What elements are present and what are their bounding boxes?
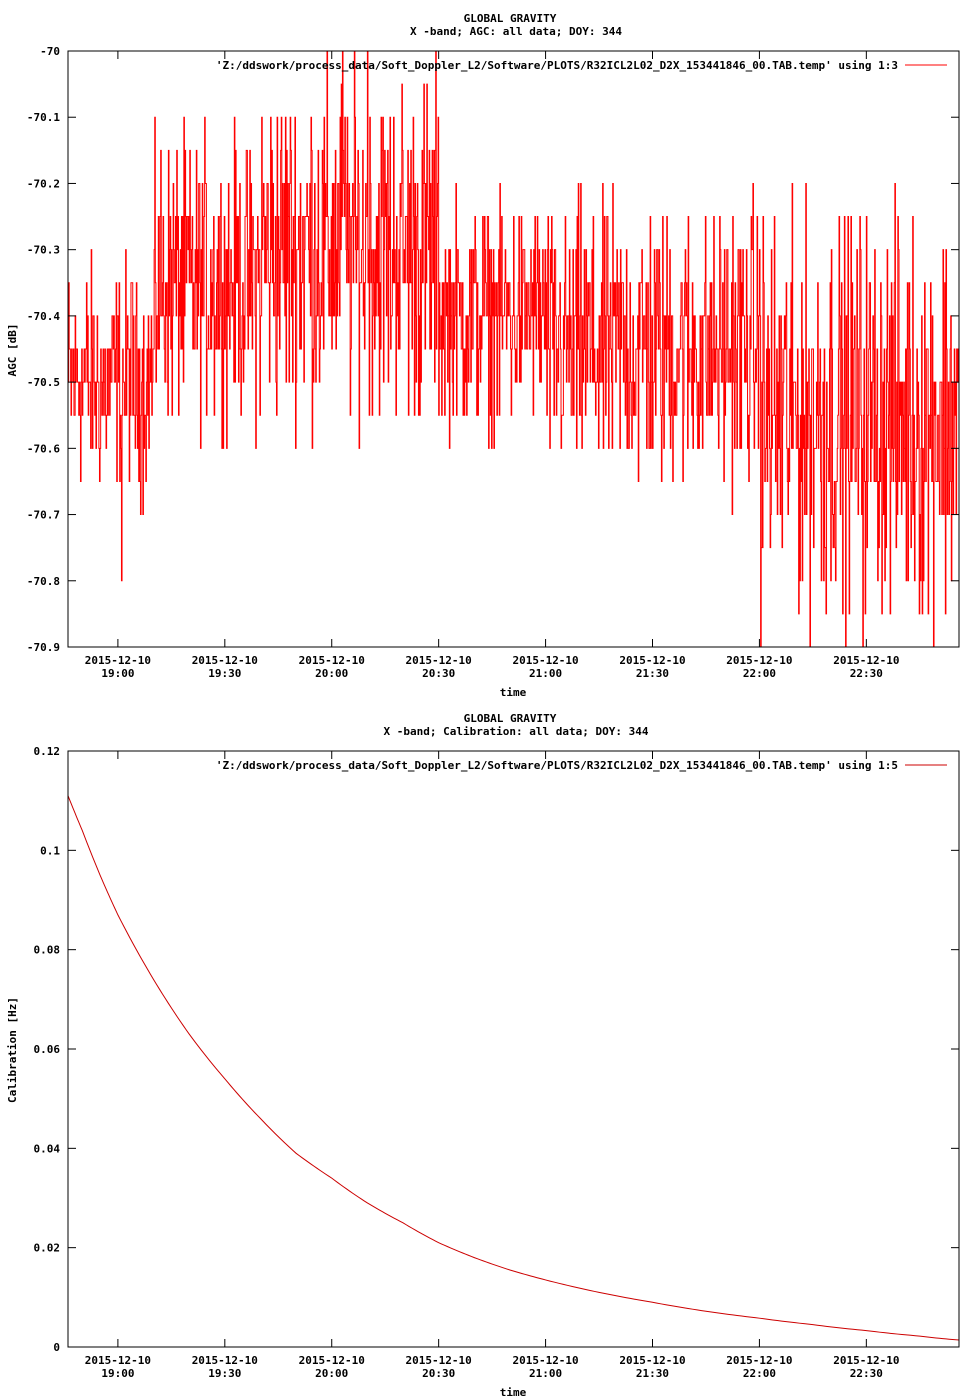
agc-title-line2: X -band; AGC: all data; DOY: 344: [410, 25, 622, 38]
cal-title-line1: GLOBAL GRAVITY: [464, 712, 557, 725]
x-tick-date-label: 2015-12-10: [192, 654, 258, 667]
cal-x-axis-label: time: [500, 1386, 527, 1399]
x-tick-time-label: 22:30: [850, 1367, 883, 1380]
agc-series-line: [68, 50, 960, 648]
agc-chart: GLOBAL GRAVITY X -band; AGC: all data; D…: [6, 12, 960, 699]
x-tick-date-label: 2015-12-10: [726, 1354, 792, 1367]
x-tick-date-label: 2015-12-10: [726, 654, 792, 667]
x-tick-time-label: 22:00: [743, 667, 776, 680]
x-tick-date-label: 2015-12-10: [85, 1354, 151, 1367]
cal-plot-area: [67, 795, 960, 1341]
x-tick-date-label: 2015-12-10: [85, 654, 151, 667]
x-tick-time-label: 20:00: [315, 667, 348, 680]
cal-y-axis-label: Calibration [Hz]: [6, 997, 19, 1103]
cal-title-line2: X -band; Calibration: all data; DOY: 344: [384, 725, 649, 738]
cal-axes: 00.020.040.060.080.10.122015-12-1019:002…: [34, 745, 959, 1380]
y-tick-label: -70.7: [27, 509, 60, 522]
x-tick-date-label: 2015-12-10: [833, 654, 899, 667]
y-tick-label: -70.2: [27, 177, 60, 190]
x-tick-time-label: 21:00: [529, 667, 562, 680]
x-tick-date-label: 2015-12-10: [512, 654, 578, 667]
x-tick-time-label: 19:30: [208, 667, 241, 680]
y-tick-label: -70.3: [27, 244, 60, 257]
y-tick-label: -70.5: [27, 376, 60, 389]
x-tick-time-label: 22:30: [850, 667, 883, 680]
y-tick-label: 0.08: [34, 944, 61, 957]
y-tick-label: -70.9: [27, 641, 60, 654]
x-tick-time-label: 19:30: [208, 1367, 241, 1380]
x-tick-date-label: 2015-12-10: [192, 1354, 258, 1367]
agc-plot-area: [68, 50, 960, 648]
cal-series-line: [67, 795, 960, 1341]
x-tick-date-label: 2015-12-10: [619, 654, 685, 667]
y-tick-label: 0.04: [34, 1142, 61, 1155]
x-tick-date-label: 2015-12-10: [619, 1354, 685, 1367]
x-tick-date-label: 2015-12-10: [406, 654, 472, 667]
y-tick-label: 0.1: [40, 844, 60, 857]
y-tick-label: -70.1: [27, 111, 60, 124]
y-tick-label: 0.02: [34, 1242, 61, 1255]
x-tick-date-label: 2015-12-10: [512, 1354, 578, 1367]
x-tick-time-label: 21:30: [636, 1367, 669, 1380]
y-tick-label: -70: [40, 45, 60, 58]
y-tick-label: 0.12: [34, 745, 61, 758]
x-tick-date-label: 2015-12-10: [406, 1354, 472, 1367]
agc-plot-frame: [67, 50, 960, 648]
x-tick-date-label: 2015-12-10: [299, 1354, 365, 1367]
x-tick-time-label: 20:00: [315, 1367, 348, 1380]
y-tick-label: -70.6: [27, 442, 60, 455]
x-tick-time-label: 19:00: [101, 1367, 134, 1380]
agc-x-axis-label: time: [500, 686, 527, 699]
agc-y-axis-label: AGC [dB]: [6, 324, 19, 377]
y-tick-label: -70.4: [27, 310, 60, 323]
x-tick-time-label: 19:00: [101, 667, 134, 680]
x-tick-date-label: 2015-12-10: [833, 1354, 899, 1367]
agc-title-line1: GLOBAL GRAVITY: [464, 12, 557, 25]
y-tick-label: 0.06: [34, 1043, 61, 1056]
x-tick-time-label: 21:30: [636, 667, 669, 680]
cal-plot-frame: [67, 750, 960, 1348]
y-tick-label: -70.8: [27, 575, 60, 588]
y-tick-label: 0: [53, 1341, 60, 1354]
x-tick-time-label: 20:30: [422, 1367, 455, 1380]
x-tick-date-label: 2015-12-10: [299, 654, 365, 667]
x-tick-time-label: 21:00: [529, 1367, 562, 1380]
x-tick-time-label: 22:00: [743, 1367, 776, 1380]
agc-axes: -70 -70.1 -70.2 -70.3 -70.4 -70.5 -70.6 -70.7 -7…: [27, 45, 959, 680]
cal-legend-label: 'Z:/ddswork/process_data/Soft_Doppler_L2…: [216, 759, 898, 772]
x-tick-time-label: 20:30: [422, 667, 455, 680]
calibration-chart: GLOBAL GRAVITY X -band; Calibration: all…: [6, 712, 960, 1399]
agc-legend-label: 'Z:/ddswork/process_data/Soft_Doppler_L2…: [216, 59, 898, 72]
